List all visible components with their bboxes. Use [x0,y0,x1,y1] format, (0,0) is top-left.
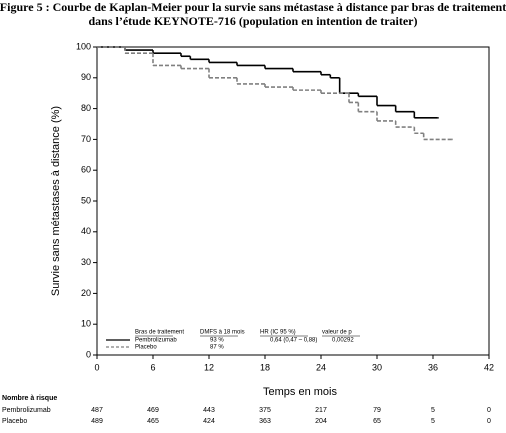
y-tick-label: 30 [81,257,91,267]
x-tick-label: 24 [316,362,326,372]
chart-title: Figure 5 : Courbe de Kaplan-Meier pour l… [0,0,506,14]
legend-label: Pembrolizumab [135,338,177,344]
x-tick-label: 30 [372,362,382,372]
legend-cell: 93 % [210,338,224,344]
risk-value: 489 [91,418,103,425]
y-tick-label: 90 [81,72,91,82]
risk-title: Nombre à risque [2,395,57,402]
x-tick-label: 0 [94,362,99,372]
y-tick-label: 70 [81,134,91,144]
risk-value: 5 [431,418,435,425]
x-tick-label: 12 [204,362,214,372]
y-tick-label: 10 [81,319,91,329]
risk-value: 465 [147,418,159,425]
legend-label: Placebo [135,345,157,351]
x-tick-label: 6 [150,362,155,372]
chart-title: dans l’étude KEYNOTE-716 (population en … [88,14,417,28]
risk-value: 0 [487,418,491,425]
y-tick-label: 80 [81,103,91,113]
y-tick-label: 60 [81,165,91,175]
risk-value: 65 [373,418,381,425]
risk-row-label: Placebo [2,418,27,425]
y-tick-label: 20 [81,288,91,298]
x-axis-label: Temps en mois [263,386,337,398]
risk-value: 469 [147,407,159,414]
x-tick-label: 42 [484,362,494,372]
risk-value: 217 [315,407,327,414]
risk-value: 204 [315,418,327,425]
risk-value: 0 [487,407,491,414]
risk-value: 79 [373,407,381,414]
legend-cell: 0,00292 [332,338,354,344]
y-tick-label: 0 [86,349,91,359]
x-tick-label: 18 [260,362,270,372]
risk-row-label: Pembrolizumab [2,407,51,414]
legend-header: HR (IC 95 %) [260,330,296,336]
legend-header: Bras de traitement [135,330,184,336]
risk-value: 375 [259,407,271,414]
risk-value: 424 [203,418,215,425]
legend-cell: 0,64 (0,47 – 0,88) [270,338,317,344]
legend-header: DMFS à 18 mois [200,330,245,336]
y-tick-label: 40 [81,226,91,236]
legend-cell: 87 % [210,345,224,351]
risk-value: 363 [259,418,271,425]
risk-value: 443 [203,407,215,414]
risk-value: 5 [431,407,435,414]
y-tick-label: 50 [81,195,91,205]
y-tick-label: 100 [76,41,91,51]
plot-frame [96,46,490,356]
y-axis-label: Survie sans métastases à distance (%) [50,106,62,296]
x-tick-label: 36 [428,362,438,372]
legend-header: valeur de p [322,330,352,336]
risk-value: 487 [91,407,103,414]
